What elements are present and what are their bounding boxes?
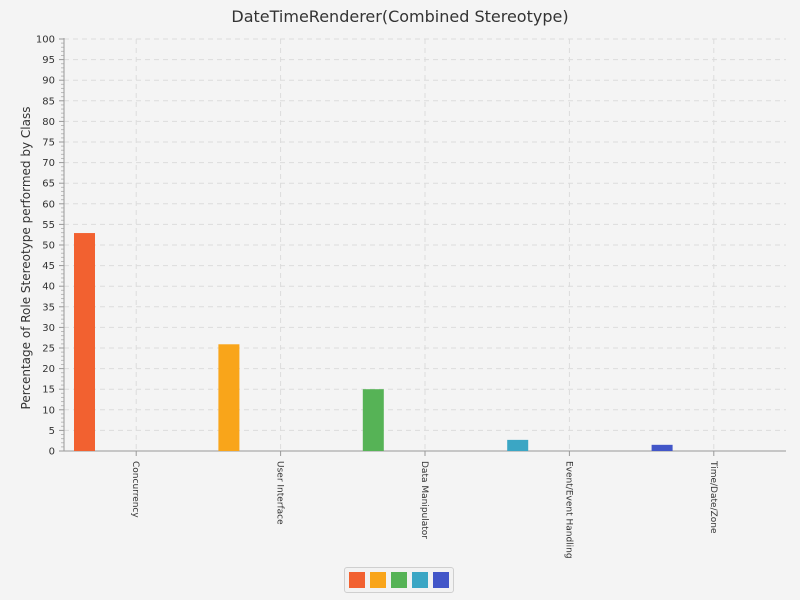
- bar: [218, 344, 240, 451]
- legend: [344, 567, 454, 593]
- y-tick-label: 40: [42, 282, 55, 293]
- y-tick-label: 45: [42, 261, 55, 272]
- y-tick-label: 90: [42, 76, 55, 87]
- y-tick-label: 50: [42, 241, 55, 252]
- x-tick-label: Concurrency: [130, 461, 140, 518]
- bar: [74, 233, 95, 451]
- legend-swatch: [412, 572, 428, 588]
- legend-swatch: [433, 572, 449, 588]
- x-tick-label: Data Manipulator: [419, 461, 429, 539]
- bar: [507, 439, 529, 451]
- y-tick-label: 100: [36, 35, 55, 46]
- y-tick-label: 15: [42, 385, 55, 396]
- y-tick-label: 55: [42, 220, 55, 231]
- y-tick-label: 85: [42, 96, 55, 107]
- y-tick-label: 10: [42, 405, 55, 416]
- y-tick-label: 25: [42, 344, 55, 355]
- grid-lines: [64, 38, 786, 451]
- y-tick-label: 70: [42, 158, 55, 169]
- y-tick-label: 35: [42, 302, 55, 313]
- chart-title: DateTimeRenderer(Combined Stereotype): [231, 7, 569, 26]
- x-tick-label: User Interface: [275, 461, 285, 525]
- y-tick-label: 30: [42, 323, 55, 334]
- y-tick-label: 95: [42, 55, 55, 66]
- legend-swatch: [370, 572, 386, 588]
- y-tick-label: 5: [49, 426, 55, 437]
- bars: [74, 233, 673, 451]
- legend-swatch: [391, 572, 407, 588]
- x-tick-label: Time/Date/Zone: [708, 460, 718, 534]
- tick-labels: 0 5 10 15 20 25 30 35 40 45 50 55 60 65 70 75 80 85 90 95 10…: [36, 35, 718, 559]
- y-tick-label: 80: [42, 117, 55, 128]
- y-tick-label: 75: [42, 138, 55, 149]
- x-tick-label: Event/Event Handling: [563, 461, 573, 559]
- bar: [362, 389, 384, 451]
- legend-swatch: [349, 572, 365, 588]
- y-tick-label: 60: [42, 199, 55, 210]
- bar: [651, 444, 673, 451]
- y-tick-label: 65: [42, 179, 55, 190]
- y-tick-label: 20: [42, 364, 55, 375]
- y-tick-label: 0: [49, 447, 55, 458]
